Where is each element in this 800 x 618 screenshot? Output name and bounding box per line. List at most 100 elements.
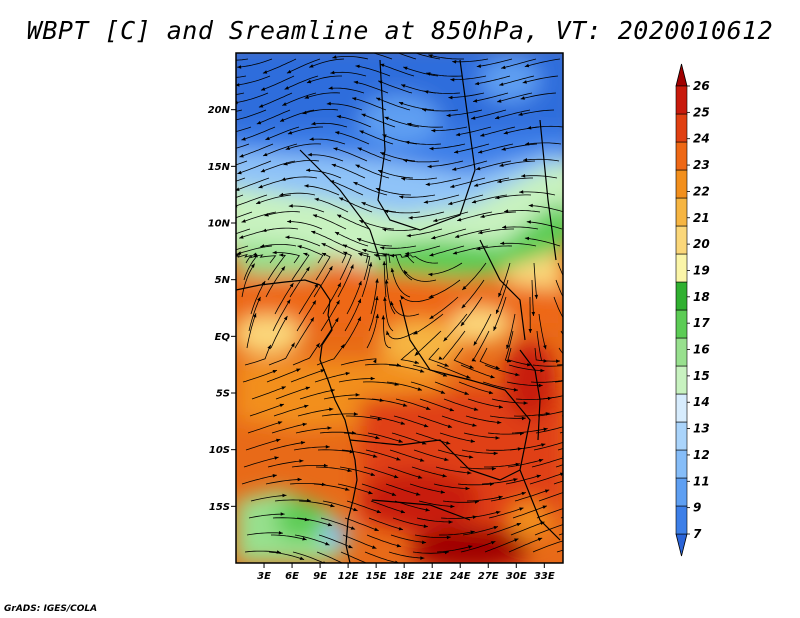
streamline-arrowhead [448, 520, 453, 524]
streamline [422, 108, 459, 112]
map-title: WBPT [C] and Sreamline at 850hPa, VT: 20… [26, 16, 774, 45]
streamline-arrowhead [538, 458, 544, 463]
streamline [417, 415, 453, 428]
streamline-arrowhead [278, 531, 283, 535]
streamline [284, 75, 319, 90]
streamline [473, 177, 510, 187]
streamline [535, 426, 563, 434]
streamline-arrowhead [506, 344, 510, 349]
colorbar-swatch [675, 421, 688, 451]
streamline-arrowhead [384, 209, 389, 214]
streamline-arrowhead [372, 454, 378, 458]
streamline [241, 211, 277, 223]
streamline-arrowhead [423, 423, 429, 428]
streamline [391, 267, 411, 298]
streamline-arrowhead [398, 439, 403, 443]
streamline [297, 245, 324, 264]
streamline-arrowhead [384, 279, 389, 284]
streamline-arrowhead [261, 87, 266, 91]
streamline [370, 500, 406, 514]
streamline-arrowhead [422, 540, 427, 545]
streamline-arrowhead [523, 401, 528, 405]
streamline-arrowhead [377, 417, 382, 421]
streamline [295, 427, 332, 434]
streamline [237, 58, 273, 68]
streamline [236, 75, 271, 86]
streamline-arrowhead [500, 241, 505, 245]
streamline [478, 228, 514, 234]
streamline [533, 262, 538, 299]
streamline [267, 254, 286, 281]
streamline-arrowhead [337, 282, 341, 288]
streamline-arrowhead [469, 365, 474, 369]
streamline [502, 226, 539, 230]
streamline [510, 521, 545, 536]
streamline [531, 279, 534, 317]
streamline [539, 395, 563, 400]
streamline [318, 317, 339, 349]
streamline [553, 296, 563, 319]
streamline-arrowhead [493, 451, 498, 456]
streamline-arrowhead [262, 228, 267, 232]
streamline [384, 296, 394, 332]
streamline [386, 381, 423, 391]
streamline-arrowhead [398, 527, 403, 531]
streamline-arrowhead [358, 281, 362, 286]
streamline-arrowhead [528, 203, 533, 208]
streamline [476, 245, 513, 250]
streamline [562, 500, 563, 501]
streamline [442, 330, 466, 360]
streamline [467, 398, 504, 408]
streamline-arrowhead [337, 214, 342, 219]
streamline-arrowhead [331, 163, 336, 168]
streamline-arrowhead [417, 387, 422, 391]
streamline-arrowhead [382, 228, 387, 232]
streamline-arrowhead [390, 253, 395, 258]
streamline-arrowhead [449, 407, 454, 412]
streamline [380, 245, 417, 249]
streamline-arrowhead [359, 130, 364, 134]
streamline [528, 205, 563, 213]
streamline-arrowhead [537, 537, 543, 542]
streamline [288, 205, 325, 213]
streamline-arrowhead [490, 374, 495, 379]
streamline-arrowhead [383, 296, 387, 301]
streamline-arrowhead [357, 238, 362, 242]
streamline-arrowhead [358, 253, 363, 257]
streamline-arrowhead [471, 199, 477, 204]
streamline-arrowhead [357, 298, 362, 304]
streamline-arrowhead [413, 330, 418, 335]
colorbar-label: 16 [693, 343, 710, 357]
streamline [466, 496, 503, 502]
streamline [247, 421, 283, 434]
streamline-arrowhead [285, 235, 290, 239]
streamline [342, 534, 377, 549]
colorbar-swatch [675, 113, 688, 143]
streamline-arrowhead [375, 313, 379, 319]
streamline-arrowhead [405, 49, 409, 52]
streamline-arrowhead [277, 421, 283, 425]
streamline-arrowhead [501, 147, 506, 151]
streamline [377, 80, 413, 94]
streamline-arrowhead [423, 200, 428, 204]
streamline [456, 211, 493, 222]
colorbar-label: 15 [693, 369, 710, 383]
streamline [390, 254, 413, 281]
streamline-arrowhead [476, 166, 481, 171]
streamline [256, 109, 291, 125]
streamline [313, 483, 350, 491]
streamline [366, 313, 379, 349]
streamline [246, 532, 283, 536]
streamline [306, 169, 342, 179]
streamline [289, 266, 310, 298]
streamline [398, 101, 435, 111]
streamline-arrowhead [569, 408, 573, 412]
streamline [287, 126, 323, 135]
colorbar-bottom-arrow [675, 533, 688, 557]
streamline [412, 551, 449, 554]
streamline-arrowhead [556, 359, 561, 363]
streamline [446, 109, 483, 116]
streamline [499, 75, 535, 86]
streamline-arrowhead [540, 521, 545, 525]
